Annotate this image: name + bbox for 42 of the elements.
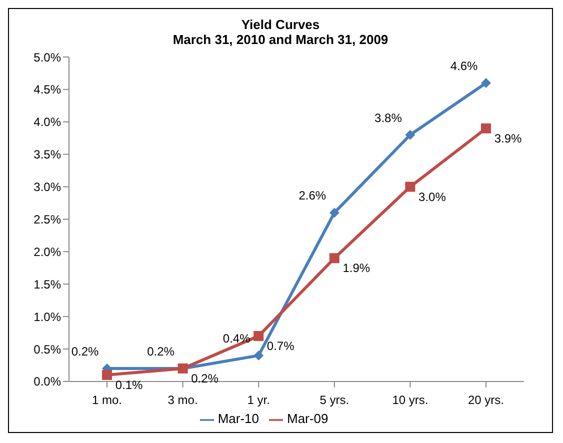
y-tick-label: 0.0% — [34, 374, 62, 389]
data-label: 0.1% — [115, 378, 143, 392]
chart-title: Yield Curves — [240, 17, 321, 32]
y-tick-label: 4.0% — [34, 115, 62, 130]
legend-label: Mar-10 — [218, 411, 259, 426]
data-label: 1.9% — [342, 261, 370, 276]
data-label: 2.6% — [298, 188, 326, 203]
point — [405, 182, 416, 192]
data-label: 3.0% — [418, 190, 446, 204]
x-tick-label: 5 yrs. — [320, 392, 350, 407]
data-label: 0.7% — [266, 339, 295, 354]
data-label: 0.2% — [147, 344, 175, 358]
data-label: 3.8% — [374, 110, 402, 125]
y-tick-label: 4.5% — [34, 82, 62, 97]
y-tick-label: 3.0% — [34, 180, 62, 194]
data-label: 0.4% — [222, 331, 251, 346]
y-tick-label: 2.0% — [34, 244, 62, 259]
x-tick-label: 10 yrs. — [392, 392, 428, 407]
y-tick-label: 1.5% — [34, 277, 62, 292]
point — [254, 331, 264, 342]
y-tick-label: 3.5% — [34, 148, 62, 162]
data-label: 0.2% — [71, 344, 99, 358]
point — [481, 78, 491, 88]
y-tick-label: 5.0% — [34, 50, 62, 64]
x-tick-label: 20 yrs. — [468, 392, 504, 407]
data-label: 0.2% — [191, 371, 219, 386]
legend-label: Mar-09 — [287, 411, 328, 426]
point — [405, 130, 416, 140]
point — [329, 253, 340, 264]
point — [481, 123, 491, 134]
x-tick-label: 1 yr. — [247, 392, 270, 407]
data-label: 4.6% — [450, 58, 478, 73]
x-tick-label: 3 mo. — [168, 392, 198, 407]
point — [329, 208, 340, 218]
x-tick-label: 1 mo. — [92, 392, 122, 407]
y-tick-label: 1.0% — [34, 310, 62, 324]
point — [102, 370, 112, 380]
y-tick-label: 2.5% — [34, 212, 62, 226]
y-tick-label: 0.5% — [34, 342, 62, 356]
point — [254, 350, 264, 360]
chart-subtitle: March 31, 2010 and March 31, 2009 — [172, 32, 390, 47]
data-label: 3.9% — [494, 131, 522, 146]
